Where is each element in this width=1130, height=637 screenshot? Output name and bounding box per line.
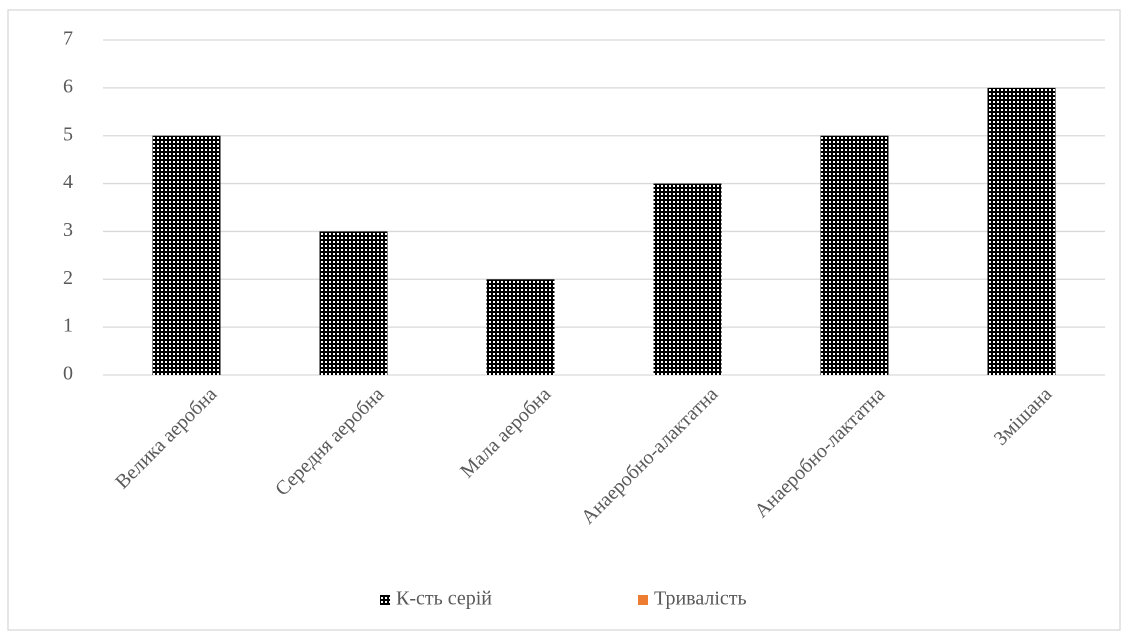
y-tick-label: 0 — [63, 363, 73, 385]
y-tick-label: 7 — [63, 28, 73, 50]
legend-marker — [380, 595, 390, 605]
bar — [820, 135, 889, 375]
legend-marker — [638, 595, 648, 605]
bar — [152, 135, 221, 375]
legend-label: Тривалість — [654, 588, 747, 610]
legend-label: К-сть серій — [396, 588, 492, 610]
y-tick-label: 4 — [63, 171, 73, 193]
y-tick-label: 3 — [63, 219, 73, 241]
y-tick-label: 5 — [63, 123, 73, 145]
bar — [653, 183, 722, 375]
bar — [987, 87, 1056, 375]
y-tick-label: 1 — [63, 315, 73, 337]
y-tick-label: 6 — [63, 75, 73, 97]
bar — [319, 231, 388, 375]
bar — [486, 279, 555, 375]
y-tick-label: 2 — [63, 267, 73, 289]
